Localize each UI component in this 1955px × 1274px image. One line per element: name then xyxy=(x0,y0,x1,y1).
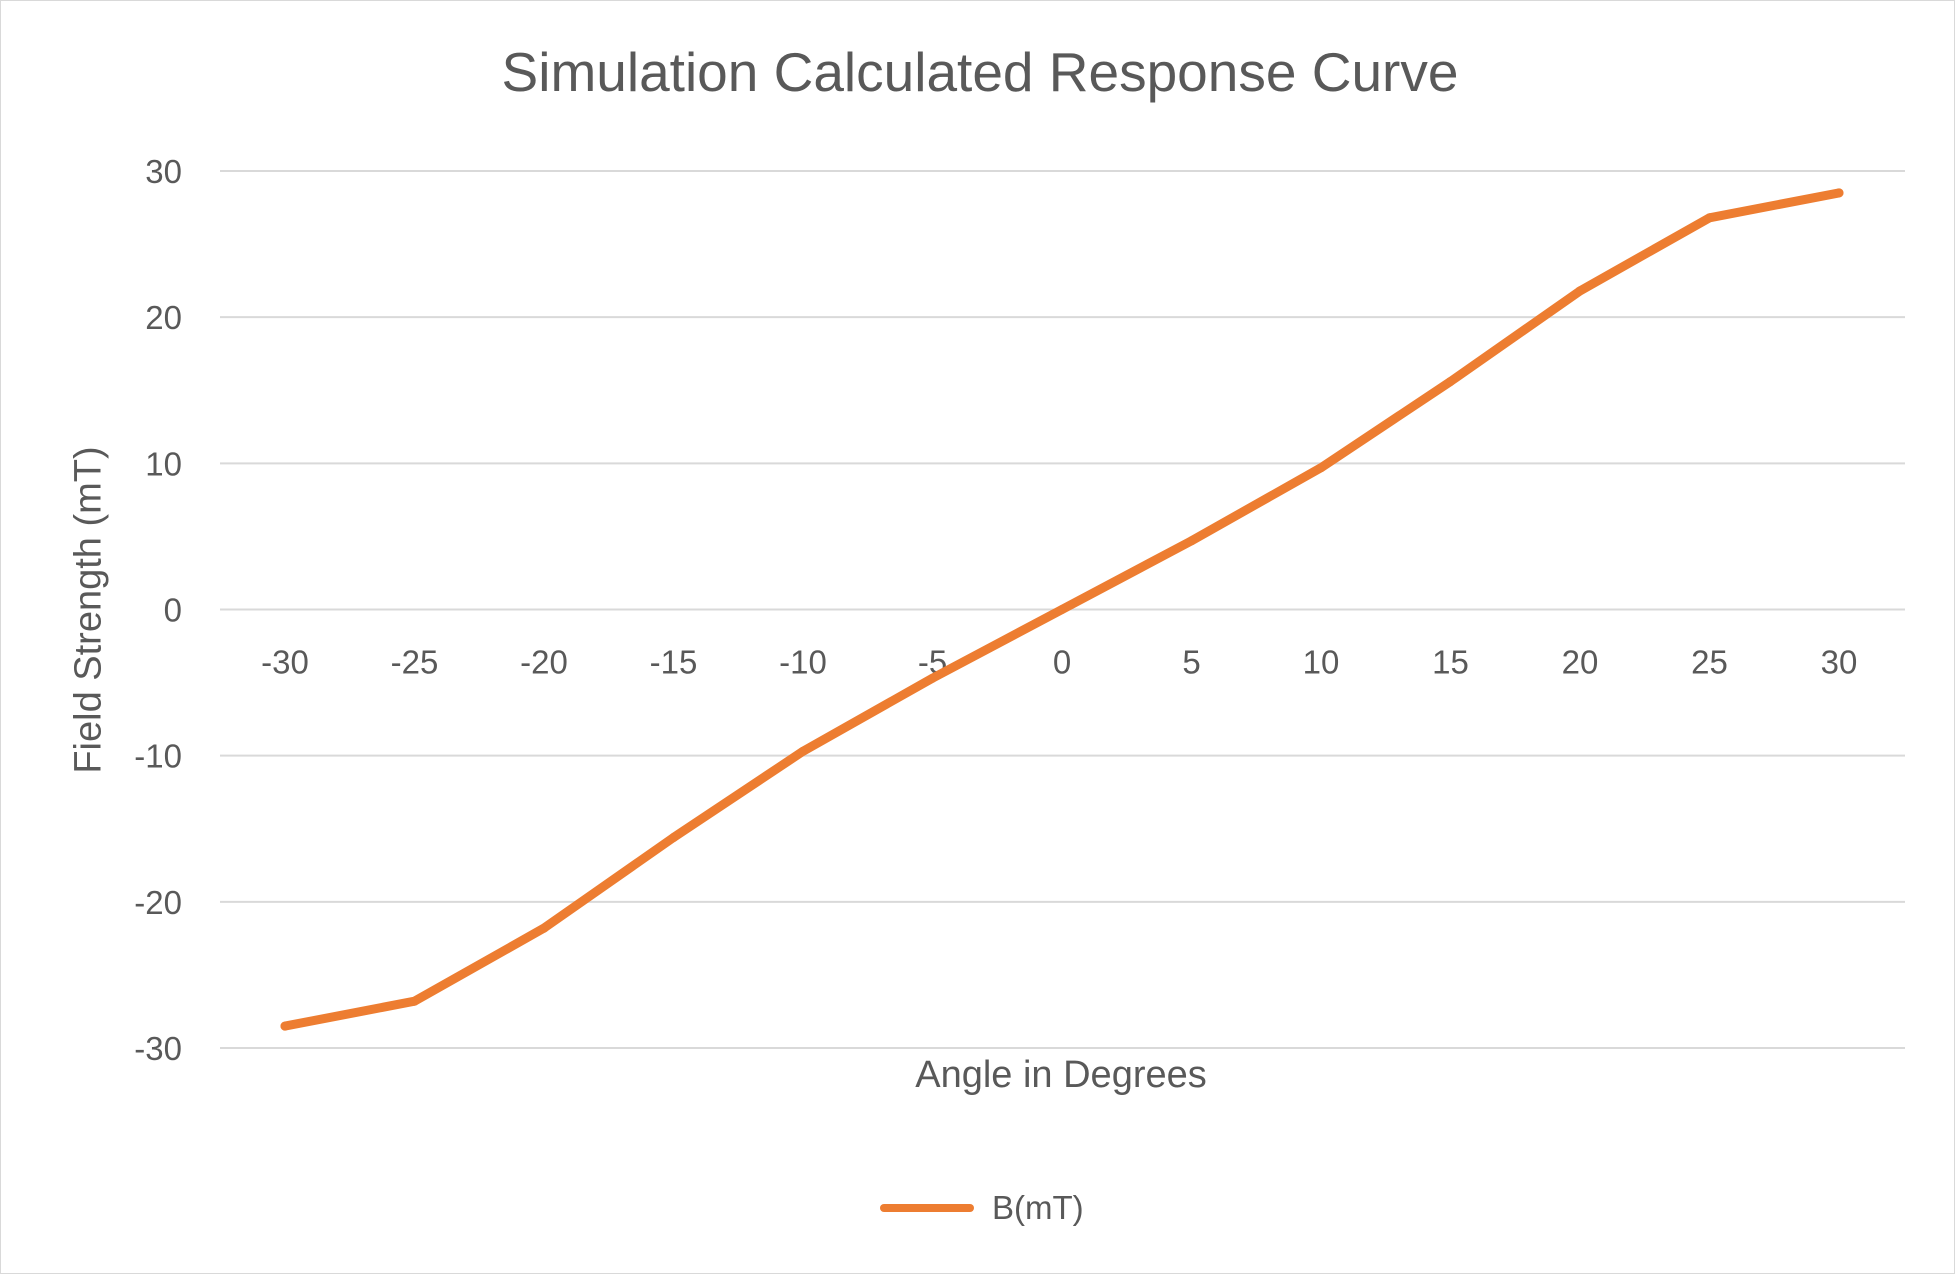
data-point xyxy=(1575,286,1585,296)
y-tick-label: -10 xyxy=(134,738,182,775)
y-tick-label: 20 xyxy=(145,299,182,336)
data-point xyxy=(1705,213,1714,223)
y-tick-label: 30 xyxy=(145,153,182,190)
data-point xyxy=(798,746,808,756)
x-tick-label: -25 xyxy=(391,644,439,681)
x-tick-label: 5 xyxy=(1182,644,1200,681)
x-tick-labels: -30 -25 -20 -15 -10 -5 0 5 10 15 20 25 30 xyxy=(261,644,1857,681)
y-axis-title: Field Strength (mT) xyxy=(67,446,110,774)
y-tick-label: -30 xyxy=(134,1030,182,1067)
data-point xyxy=(1316,463,1326,473)
x-tick-label: 10 xyxy=(1303,644,1340,681)
data-point xyxy=(539,923,549,933)
series-layer xyxy=(280,188,1844,1031)
x-axis-title: Angle in Degrees xyxy=(915,1054,1207,1096)
y-tick-labels: 30 20 10 0 -10 -20 -30 xyxy=(134,153,182,1067)
x-tick-label: 25 xyxy=(1691,644,1728,681)
y-tick-label: -20 xyxy=(134,884,182,921)
data-point xyxy=(669,833,678,843)
data-point xyxy=(1446,376,1455,386)
chart-title: Simulation Calculated Response Curve xyxy=(501,41,1459,103)
x-tick-label: -20 xyxy=(520,644,568,681)
gridlines xyxy=(220,170,1905,1049)
data-point xyxy=(928,673,937,683)
data-point xyxy=(410,996,419,1006)
y-tick-label: 0 xyxy=(164,592,182,629)
x-tick-label: -30 xyxy=(261,644,309,681)
x-tick-label: 30 xyxy=(1821,644,1858,681)
x-tick-label: 20 xyxy=(1562,644,1599,681)
data-point xyxy=(1057,605,1067,614)
legend-label-bmt: B(mT) xyxy=(992,1189,1084,1226)
x-tick-label: -15 xyxy=(650,644,698,681)
legend: B(mT) xyxy=(880,1188,1084,1228)
x-tick-label: 0 xyxy=(1053,644,1071,681)
legend-swatch-bmt xyxy=(880,1204,974,1212)
data-point xyxy=(1187,536,1196,546)
x-tick-label: 15 xyxy=(1432,644,1469,681)
y-tick-label: 10 xyxy=(145,445,182,482)
x-tick-label: -10 xyxy=(779,644,827,681)
data-point xyxy=(1834,188,1844,198)
data-point xyxy=(280,1021,290,1031)
